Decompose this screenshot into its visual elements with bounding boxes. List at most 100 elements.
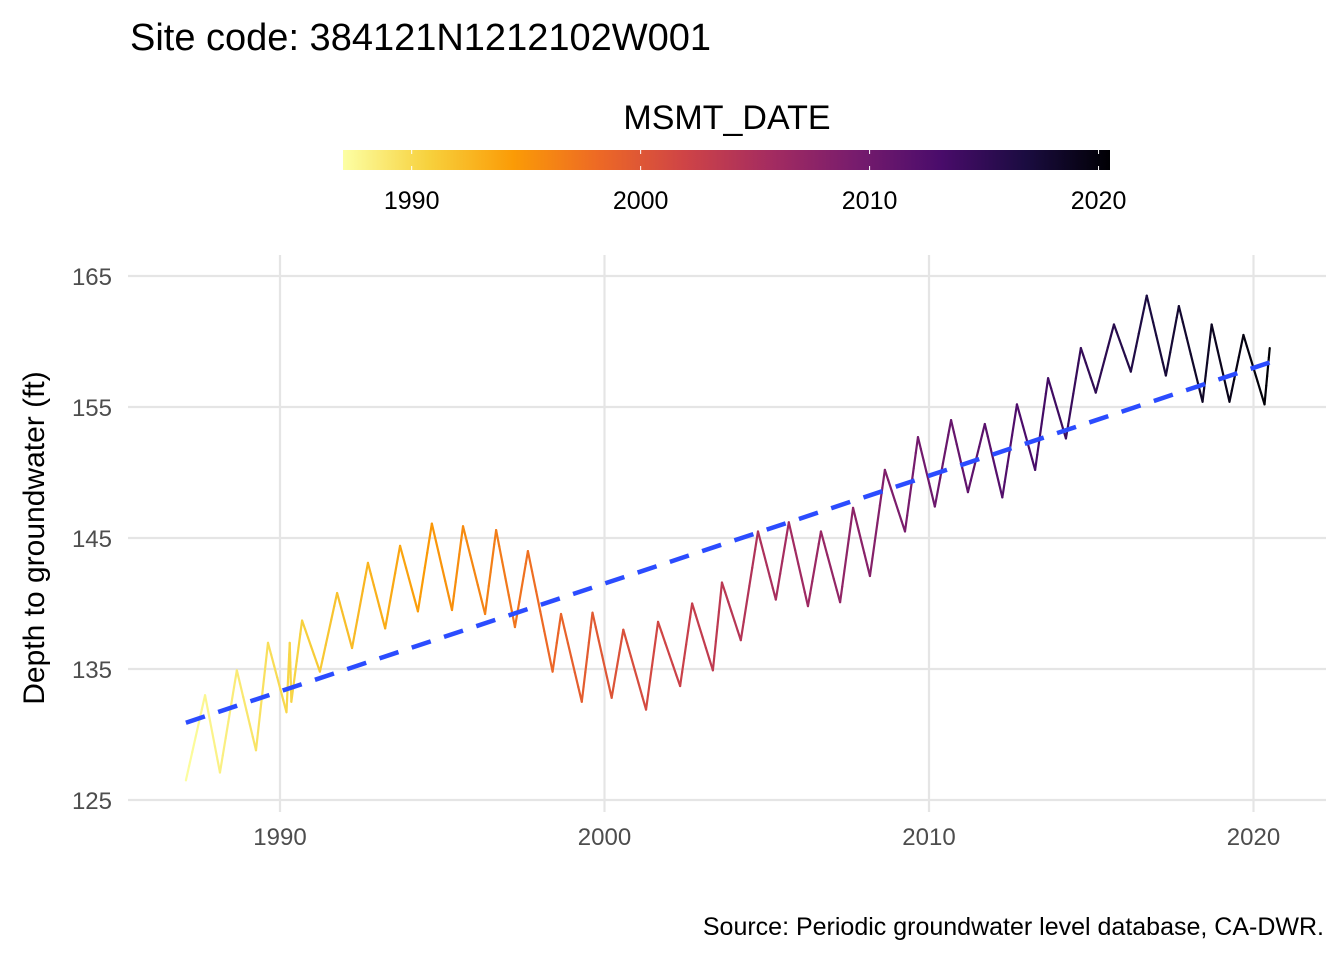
- data-line-segment: [864, 553, 867, 564]
- data-line-segment: [1136, 334, 1139, 347]
- data-line-segment: [459, 540, 461, 554]
- data-line-segment: [423, 567, 425, 582]
- data-line-segment: [420, 582, 422, 597]
- data-line-segment: [652, 651, 654, 666]
- data-line-segment: [612, 686, 614, 697]
- data-line-segment: [528, 551, 532, 571]
- data-line-segment: [702, 637, 705, 648]
- data-line-segment: [587, 642, 589, 657]
- data-line-segment: [452, 596, 454, 610]
- data-line-segment: [1195, 370, 1199, 386]
- data-line-segment: [1133, 346, 1136, 359]
- data-line-segment: [1179, 306, 1183, 322]
- data-line-segment: [210, 721, 212, 734]
- data-line-segment: [1117, 332, 1120, 340]
- data-line-segment: [924, 460, 927, 472]
- data-line-segment: [532, 571, 536, 591]
- data-line-segment: [439, 552, 442, 566]
- data-line-segment: [458, 554, 460, 568]
- data-line-segment: [798, 564, 801, 578]
- data-line-segment: [682, 659, 684, 673]
- data-line-segment: [1232, 379, 1234, 390]
- data-line-segment: [1239, 346, 1241, 357]
- data-line-segment: [1073, 378, 1075, 393]
- data-line-segment: [231, 687, 234, 704]
- data-line-segment: [735, 621, 738, 631]
- data-line-segment: [564, 629, 567, 644]
- data-line-segment: [323, 645, 326, 658]
- data-line-segment: [515, 614, 517, 627]
- data-line-segment: [1096, 381, 1099, 392]
- data-line-segment: [360, 591, 363, 605]
- data-line-segment: [337, 593, 339, 602]
- data-line-segment: [557, 633, 558, 643]
- data-line-segment: [862, 542, 865, 553]
- data-line-segment: [478, 585, 482, 600]
- data-line-segment: [831, 567, 834, 579]
- data-line-segment: [377, 596, 380, 607]
- data-line-segment: [352, 634, 355, 648]
- data-line-segment: [662, 633, 666, 644]
- data-line-segment: [1105, 347, 1108, 358]
- data-line-segment: [314, 655, 317, 664]
- data-line-segment: [951, 420, 954, 432]
- data-line-segment: [311, 646, 314, 655]
- data-line-segment: [1102, 359, 1105, 370]
- data-line-segment: [688, 617, 690, 631]
- data-line-segment: [485, 600, 487, 614]
- data-line-segment: [599, 641, 602, 655]
- data-line-segment: [635, 670, 639, 683]
- y-tick-label: 145: [72, 526, 112, 553]
- data-line-segment: [491, 558, 493, 572]
- data-line-segment: [1002, 482, 1004, 498]
- data-line-segment: [195, 724, 198, 738]
- data-line-segment: [665, 643, 669, 654]
- data-line-segment: [582, 687, 584, 702]
- data-line-segment: [616, 664, 618, 675]
- data-line-segment: [208, 708, 210, 721]
- data-line-segment: [776, 587, 778, 600]
- data-line-segment: [345, 621, 347, 630]
- colorbar: [343, 150, 1110, 170]
- colorbar-tick-label: 2020: [1071, 187, 1127, 215]
- data-line-segment: [297, 648, 299, 662]
- data-line-segment: [237, 670, 240, 683]
- data-line-segment: [1183, 322, 1187, 338]
- data-line-segment: [827, 555, 830, 567]
- data-line-segment: [1108, 336, 1111, 347]
- data-line-segment: [654, 636, 656, 651]
- data-line-segment: [725, 592, 728, 602]
- data-line-segment: [258, 714, 260, 732]
- data-line-segment: [996, 473, 999, 485]
- data-line-segment: [1212, 324, 1215, 337]
- data-line-segment: [329, 619, 332, 632]
- data-line-segment: [1170, 341, 1172, 353]
- data-line-segment: [288, 666, 289, 678]
- data-line-segment: [220, 755, 223, 772]
- data-line-segment: [764, 554, 767, 565]
- data-line-segment: [250, 724, 253, 737]
- data-line-segment: [962, 468, 965, 480]
- data-line-segment: [1160, 349, 1163, 362]
- data-line-segment: [658, 622, 662, 633]
- data-line-segment: [752, 550, 755, 568]
- data-line-segment: [623, 630, 627, 643]
- data-line-segment: [223, 738, 226, 755]
- data-line-segment: [509, 595, 512, 611]
- data-line-segment: [589, 628, 591, 643]
- data-line-segment: [189, 752, 192, 766]
- data-line-segment: [979, 435, 982, 446]
- data-line-segment: [1048, 378, 1051, 388]
- data-line-segment: [605, 669, 608, 683]
- y-tick-label: 155: [72, 395, 112, 422]
- data-line-segment: [1023, 426, 1026, 437]
- data-line-segment: [596, 627, 599, 641]
- y-tick-label: 165: [72, 264, 112, 291]
- data-line-segment: [834, 579, 837, 591]
- data-line-segment: [780, 561, 782, 574]
- data-line-segment: [795, 550, 798, 564]
- data-line-segment: [648, 680, 650, 695]
- data-line-segment: [286, 701, 287, 713]
- data-line-segment: [1147, 296, 1150, 309]
- data-line-segment: [782, 548, 784, 561]
